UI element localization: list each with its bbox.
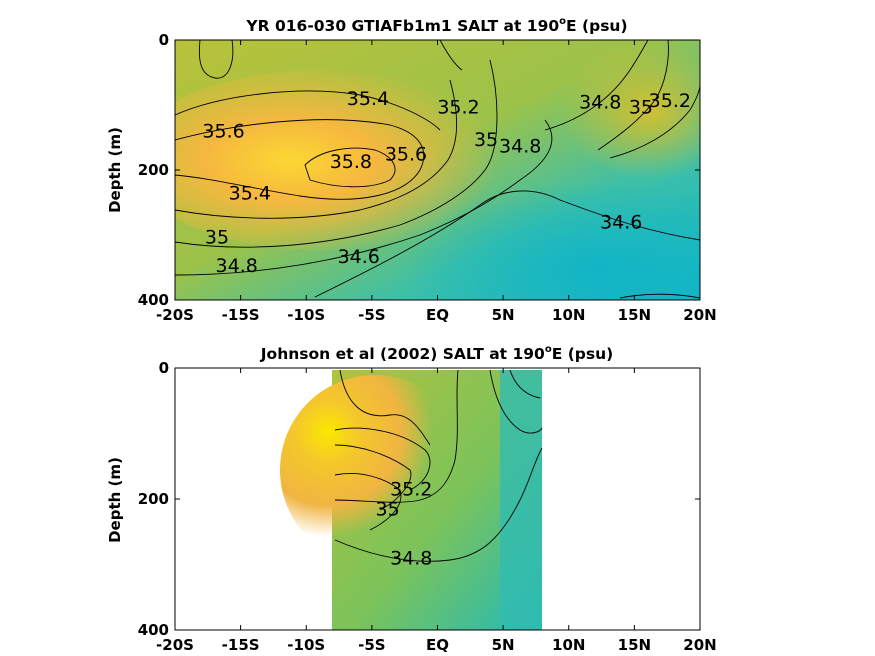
contour-label: 35.6 bbox=[202, 121, 244, 143]
contour-line bbox=[334, 447, 543, 562]
contour-label: 35 bbox=[205, 226, 229, 248]
contour-line bbox=[304, 147, 396, 188]
contour-line bbox=[597, 40, 669, 151]
contour-line bbox=[609, 84, 700, 159]
contour-label: 35.2 bbox=[437, 96, 479, 118]
salinity-east-low bbox=[500, 370, 542, 630]
x-tick-label: 15N bbox=[618, 636, 651, 654]
contour-line bbox=[544, 40, 649, 131]
contour-label: 35 bbox=[376, 498, 400, 520]
chart-title: YR 016-030 GTIAFb1m1 SALT at 190oE (psu) bbox=[245, 16, 627, 35]
contour-label: 34.8 bbox=[579, 91, 621, 113]
x-tick-label: 15N bbox=[618, 306, 651, 324]
contour-line bbox=[509, 369, 541, 399]
contour-label: 34.8 bbox=[216, 255, 258, 277]
x-tick-label: 10N bbox=[552, 306, 585, 324]
contour-line bbox=[175, 119, 425, 200]
x-tick-label: -10S bbox=[287, 636, 325, 654]
x-tick-label: -5S bbox=[358, 306, 385, 324]
y-tick-label: 0 bbox=[159, 359, 169, 377]
x-tick-label: 20N bbox=[683, 306, 716, 324]
x-tick-label: 5N bbox=[492, 306, 515, 324]
y-tick-label: 400 bbox=[138, 291, 169, 309]
contour-line bbox=[314, 190, 700, 298]
y-tick-label: 400 bbox=[138, 621, 169, 639]
contour-label: 35 bbox=[474, 129, 498, 151]
x-tick-label: 10N bbox=[552, 636, 585, 654]
x-tick-label: EQ bbox=[426, 636, 449, 654]
x-tick-label: -15S bbox=[222, 306, 260, 324]
x-tick-label: -5S bbox=[358, 636, 385, 654]
x-tick-label: -10S bbox=[287, 306, 325, 324]
x-tick-label: -20S bbox=[156, 636, 194, 654]
salinity-core-high bbox=[175, 70, 510, 250]
contour-line bbox=[198, 40, 234, 79]
contour-label: 34.6 bbox=[600, 212, 642, 234]
contour-label: 34.8 bbox=[390, 548, 432, 570]
chart-title: Johnson et al (2002) SALT at 190oE (psu) bbox=[260, 344, 613, 363]
contour-label: 34.6 bbox=[338, 246, 380, 268]
x-tick-label: 5N bbox=[492, 636, 515, 654]
contour-line bbox=[489, 369, 543, 434]
contour-line bbox=[175, 90, 441, 131]
salinity-core-high bbox=[280, 375, 470, 565]
x-tick-label: -20S bbox=[156, 306, 194, 324]
contour-line bbox=[334, 444, 412, 511]
contour-label: 35.8 bbox=[330, 151, 372, 173]
contour-line bbox=[334, 427, 431, 491]
x-tick-label: -15S bbox=[222, 636, 260, 654]
x-tick-label: 20N bbox=[683, 636, 716, 654]
contour-line bbox=[439, 40, 463, 71]
contour-line bbox=[334, 473, 402, 531]
contour-label: 35 bbox=[629, 96, 653, 118]
contour-line bbox=[339, 369, 431, 446]
contour-label: 35.4 bbox=[347, 88, 389, 110]
y-tick-label: 200 bbox=[138, 161, 169, 179]
contour-line bbox=[619, 293, 700, 299]
contour-label: 35.6 bbox=[385, 143, 427, 165]
contour-line bbox=[175, 79, 457, 219]
contour-line bbox=[175, 59, 498, 248]
contour-line bbox=[175, 119, 553, 276]
contour-label: 35.2 bbox=[649, 90, 691, 112]
y-tick-label: 0 bbox=[159, 31, 169, 49]
x-tick-label: EQ bbox=[426, 306, 449, 324]
y-axis-label: Depth (m) bbox=[106, 127, 124, 213]
contour-label: 34.8 bbox=[499, 135, 541, 157]
contour-label: 35.4 bbox=[229, 182, 271, 204]
contour-line bbox=[334, 369, 459, 503]
y-tick-label: 200 bbox=[138, 490, 169, 508]
y-axis-label: Depth (m) bbox=[106, 457, 124, 543]
contour-label: 35.2 bbox=[390, 479, 432, 501]
